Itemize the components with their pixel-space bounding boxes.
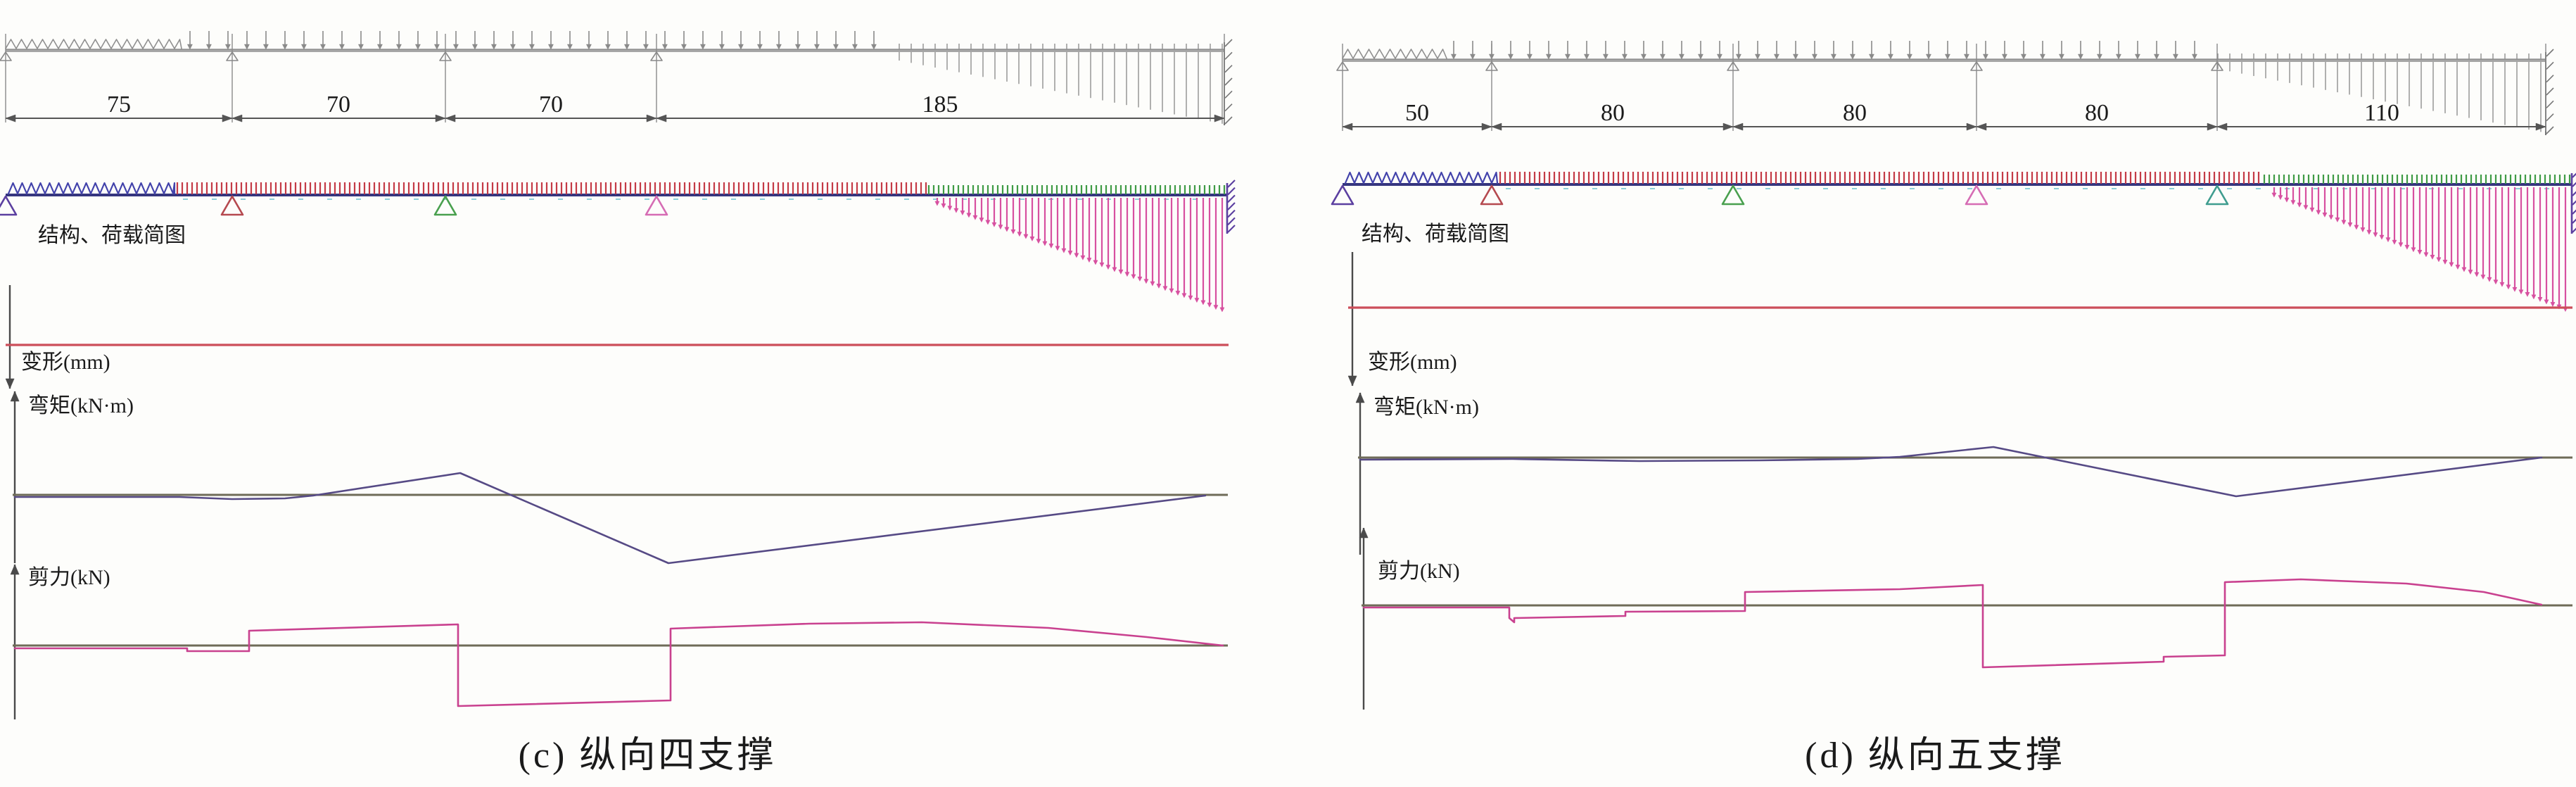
bw-zigzag-load [1342, 49, 1447, 59]
support-pink [1965, 184, 1988, 206]
panel-c-drawing [0, 31, 1236, 719]
dim-label: 80 [1601, 100, 1625, 126]
bw-ticks [2217, 53, 2542, 59]
zigzag-load-blue [7, 182, 176, 195]
bw-tri-load [899, 52, 1223, 124]
dim-label: 185 [922, 92, 958, 118]
dim-label: 75 [107, 92, 131, 118]
moment-curve [1359, 446, 2543, 498]
support-purple [1331, 184, 1354, 206]
support-teal [2205, 184, 2229, 206]
dimension-line [1342, 44, 2546, 131]
caption-c: (c) 纵向四支撑 [518, 736, 777, 776]
shear-axis-label-c: 剪力(kN) [28, 566, 110, 589]
bw-ticks [899, 44, 1223, 49]
dim-label: 80 [1843, 100, 1867, 126]
dim-label: 70 [539, 92, 563, 118]
fixed-support-purple [2570, 172, 2576, 234]
bw-fixed-support [1224, 39, 1233, 125]
dist-load-green [2263, 175, 2571, 184]
support-red [1480, 184, 1504, 206]
bw-tri-load [2217, 62, 2542, 132]
struct-load-label-d: 结构、荷载简图 [1362, 222, 1509, 246]
bw-fixed-support [2545, 49, 2554, 135]
shear-axis [10, 564, 20, 719]
dim-label: 80 [2085, 100, 2109, 126]
dist-load-red [1499, 172, 2260, 184]
deform-axis-label-c: 变形(mm) [21, 351, 110, 374]
shear-axis [1359, 527, 1369, 710]
shear-axis-label-d: 剪力(kN) [1378, 560, 1460, 583]
support-pink [645, 195, 668, 216]
deform-axis [1347, 252, 1357, 386]
moment-axis-label-d: 弯矩(kN·m) [1373, 396, 1479, 419]
support-green [1721, 184, 1745, 206]
bw-uniform-load [1451, 41, 2197, 60]
fixed-support-purple [1226, 180, 1236, 234]
dim-label: 70 [326, 92, 350, 118]
dim-label: 110 [2364, 100, 2399, 126]
tri-load-pink [934, 198, 1225, 313]
bw-zigzag-load [5, 39, 182, 49]
deform-axis-label-d: 变形(mm) [1368, 351, 1457, 374]
struct-load-label-c: 结构、荷载简图 [38, 224, 186, 247]
support-red [220, 195, 244, 216]
dist-load-green [927, 185, 1226, 194]
tri-load-pink [2271, 187, 2568, 312]
bw-uniform-load [187, 31, 877, 50]
shear-curve [1362, 578, 2543, 669]
caption-d: (d) 纵向五支撑 [1805, 736, 2065, 776]
support-green [433, 195, 457, 216]
dimension-line [5, 34, 1225, 122]
dim-label: 50 [1405, 100, 1429, 126]
moment-axis [1355, 392, 1365, 555]
shear-curve [13, 621, 1224, 707]
zigzag-load-blue [1344, 171, 1499, 184]
moment-curve [13, 472, 1207, 565]
support-purple [0, 195, 18, 216]
moment-axis [10, 391, 20, 563]
moment-axis-label-c: 弯矩(kN·m) [28, 394, 134, 417]
panel-d-drawing [1331, 41, 2576, 710]
deform-axis [5, 285, 15, 389]
dist-load-red [176, 182, 927, 194]
